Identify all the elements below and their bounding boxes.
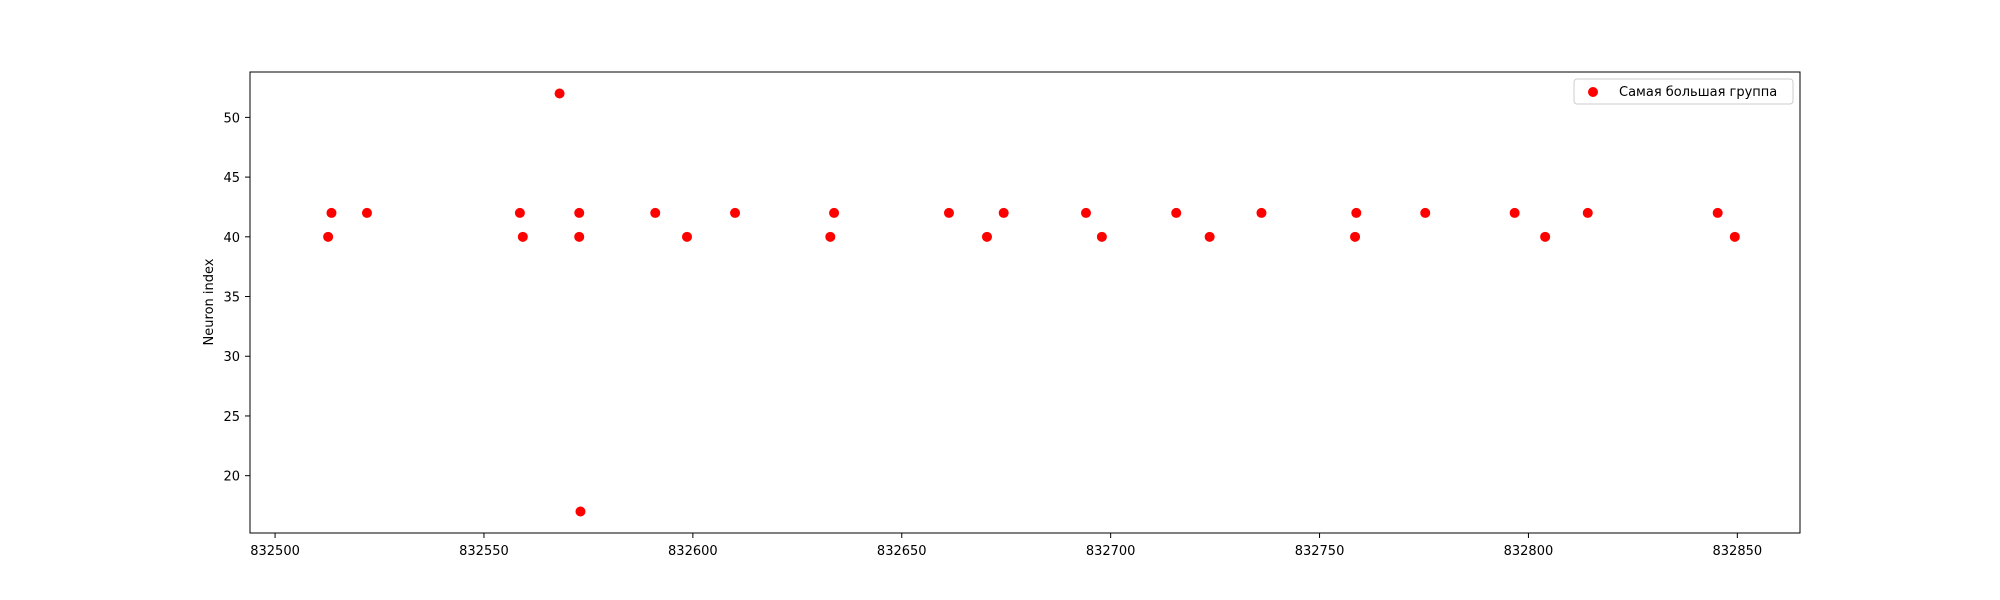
data-point	[650, 207, 661, 218]
data-point	[1582, 207, 1593, 218]
y-tick-label: 35	[223, 291, 240, 306]
legend-marker	[1588, 87, 1598, 97]
x-tick-label: 832550	[459, 544, 509, 559]
y-tick-label: 20	[223, 470, 240, 485]
x-tick-label: 832850	[1713, 544, 1763, 559]
data-point	[1204, 231, 1215, 242]
data-point	[1540, 231, 1551, 242]
y-tick-label: 50	[223, 111, 240, 126]
x-tick-label: 832650	[877, 544, 927, 559]
y-axis-label: Neuron index	[202, 258, 217, 345]
x-tick-label: 832800	[1504, 544, 1554, 559]
legend-label: Самая большая группа	[1619, 85, 1777, 100]
x-tick-label: 832750	[1295, 544, 1345, 559]
legend-box	[1573, 78, 1794, 105]
data-point	[1729, 231, 1740, 242]
x-tick-label: 832600	[668, 544, 718, 559]
y-tick-label: 25	[223, 410, 240, 425]
data-point	[361, 207, 372, 218]
x-tick-label: 832500	[250, 544, 300, 559]
data-point	[1351, 207, 1362, 218]
x-tick-label: 832700	[1086, 544, 1136, 559]
data-point	[943, 207, 954, 218]
plot-area	[323, 88, 1740, 517]
data-point	[1712, 207, 1723, 218]
y-tick-label: 45	[223, 171, 240, 186]
data-point	[998, 207, 1009, 218]
data-point	[326, 207, 337, 218]
axes-frame	[249, 71, 1801, 534]
data-point	[1080, 207, 1091, 218]
data-point	[517, 231, 528, 242]
data-point	[575, 506, 586, 517]
y-tick-label: 30	[223, 350, 240, 365]
data-point	[323, 231, 334, 242]
data-point	[554, 88, 565, 99]
data-point	[682, 231, 693, 242]
data-point	[1256, 207, 1267, 218]
data-point	[1350, 231, 1361, 242]
data-point	[514, 207, 525, 218]
data-point	[574, 231, 585, 242]
legend: Самая большая группа	[1573, 78, 1794, 105]
y-tick-label: 40	[223, 231, 240, 246]
data-point	[1171, 207, 1182, 218]
data-point	[574, 207, 585, 218]
x-axis: 832500 832550 832600 832650 832700 832750 8328…	[250, 533, 1762, 559]
data-point	[1509, 207, 1520, 218]
y-axis: 20 25 30 35 40 45 50	[223, 111, 250, 485]
data-point	[829, 207, 840, 218]
data-point	[1420, 207, 1431, 218]
data-point	[730, 207, 741, 218]
data-point	[1096, 231, 1107, 242]
data-point	[981, 231, 992, 242]
data-point	[825, 231, 836, 242]
